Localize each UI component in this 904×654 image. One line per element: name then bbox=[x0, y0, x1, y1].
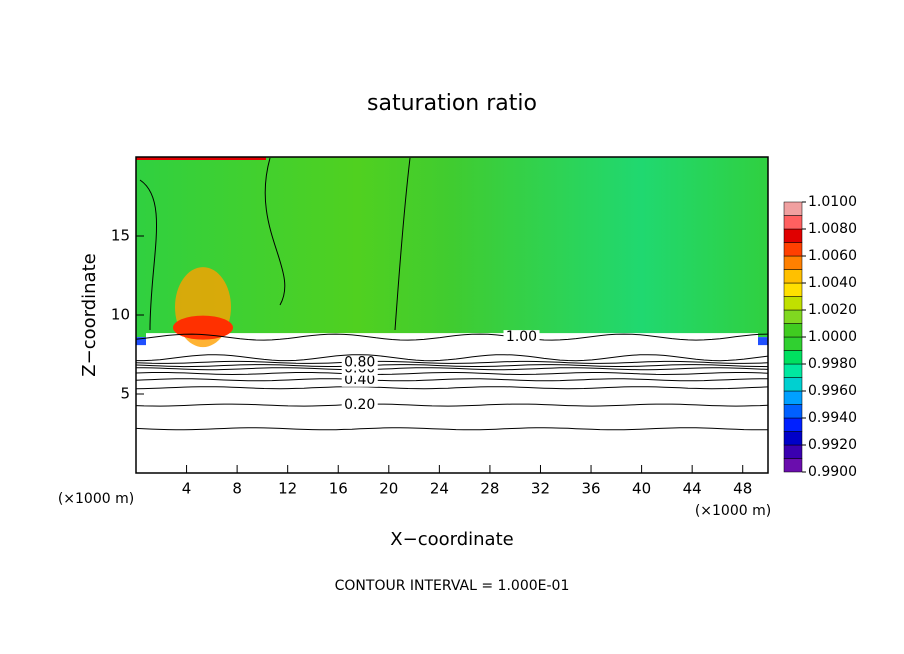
field-shading bbox=[136, 157, 768, 338]
contour-line bbox=[135, 386, 769, 390]
x-tick-label: 32 bbox=[531, 480, 550, 498]
contour-label-bg bbox=[341, 372, 378, 387]
colorbar-tick-label: 1.0060 bbox=[808, 248, 857, 264]
x-unit-label: (×1000 m) bbox=[695, 503, 771, 519]
contour-label-bg bbox=[503, 330, 540, 345]
x-axis-label: X−coordinate bbox=[390, 529, 513, 550]
colorbar-band bbox=[783, 444, 803, 459]
colorbar-tick-label: 1.0100 bbox=[808, 194, 857, 210]
contour-label: 0.20 bbox=[344, 397, 375, 413]
colorbar-tick-label: 0.9920 bbox=[808, 437, 857, 453]
x-tick-label: 16 bbox=[329, 480, 348, 498]
y-tick-label: 5 bbox=[120, 385, 130, 403]
contour-line bbox=[394, 157, 411, 331]
contour-label-bg bbox=[341, 355, 378, 370]
x-tick-label: 28 bbox=[480, 480, 499, 498]
contour-label-bg bbox=[341, 398, 378, 413]
chart-title: saturation ratio bbox=[367, 91, 537, 116]
x-tick-label: 36 bbox=[581, 480, 600, 498]
contour-line bbox=[135, 364, 769, 368]
contour-line bbox=[264, 157, 286, 306]
x-tick-label: 8 bbox=[232, 480, 242, 498]
colorbar-tick-label: 0.9980 bbox=[808, 356, 857, 372]
colorbar-tick-label: 0.9960 bbox=[808, 383, 857, 399]
contour-line bbox=[135, 360, 769, 364]
x-unit-label: (×1000 m) bbox=[58, 491, 134, 507]
footer-note: CONTOUR INTERVAL = 1.000E-01 bbox=[335, 578, 570, 594]
x-tick-label: 44 bbox=[683, 480, 702, 498]
contour-line bbox=[135, 403, 769, 407]
colorbar-band bbox=[783, 417, 803, 432]
colorbar-band bbox=[783, 363, 803, 378]
contour-line bbox=[135, 367, 769, 371]
contour-line bbox=[135, 378, 768, 382]
colorbar-band bbox=[783, 242, 803, 257]
colorbar-band bbox=[783, 215, 803, 230]
colorbar-band bbox=[783, 336, 803, 351]
colorbar-band bbox=[783, 269, 803, 284]
colorbar-band bbox=[783, 323, 803, 338]
contour-line bbox=[139, 179, 158, 331]
colorbar-band bbox=[783, 458, 803, 473]
contour-label: 1.00 bbox=[506, 329, 537, 345]
y-tick-label: 10 bbox=[111, 306, 130, 324]
colorbar-tick-label: 1.0020 bbox=[808, 302, 857, 318]
colorbar-band bbox=[783, 377, 803, 392]
contour-line bbox=[135, 372, 769, 376]
contour-line bbox=[136, 354, 769, 362]
field-shading bbox=[146, 333, 758, 348]
x-tick-label: 4 bbox=[182, 480, 192, 498]
colorbar-band bbox=[783, 309, 803, 324]
colorbar-band bbox=[783, 255, 803, 270]
colorbar-band bbox=[783, 350, 803, 365]
colorbar-tick-label: 0.9900 bbox=[808, 464, 857, 480]
colorbar-band bbox=[783, 228, 803, 243]
colorbar-band bbox=[783, 282, 803, 297]
colorbar-band bbox=[783, 296, 803, 311]
field-shading bbox=[172, 315, 233, 340]
y-axis-label: Z−coordinate bbox=[79, 253, 100, 376]
colorbar-tick-label: 1.0000 bbox=[808, 329, 857, 345]
contour-line bbox=[135, 333, 769, 341]
x-tick-label: 20 bbox=[379, 480, 398, 498]
colorbar-band bbox=[783, 404, 803, 419]
field-shading bbox=[136, 157, 266, 160]
x-tick-label: 24 bbox=[430, 480, 449, 498]
plot-area: 0.200.400.600.801.00 bbox=[135, 156, 769, 474]
x-tick-label: 48 bbox=[733, 480, 752, 498]
colorbar-band bbox=[783, 201, 803, 216]
contour-label: 0.80 bbox=[344, 354, 375, 370]
y-tick-label: 15 bbox=[111, 227, 130, 245]
colorbar-tick-label: 1.0040 bbox=[808, 275, 857, 291]
colorbar-band bbox=[783, 431, 803, 446]
colorbar-tick-label: 0.9940 bbox=[808, 410, 857, 426]
contour-line bbox=[135, 427, 769, 431]
x-tick-label: 12 bbox=[278, 480, 297, 498]
colorbar-tick-label: 1.0080 bbox=[808, 221, 857, 237]
x-tick-label: 40 bbox=[632, 480, 651, 498]
contour-label: 0.40 bbox=[344, 372, 375, 388]
colorbar-band bbox=[783, 390, 803, 405]
